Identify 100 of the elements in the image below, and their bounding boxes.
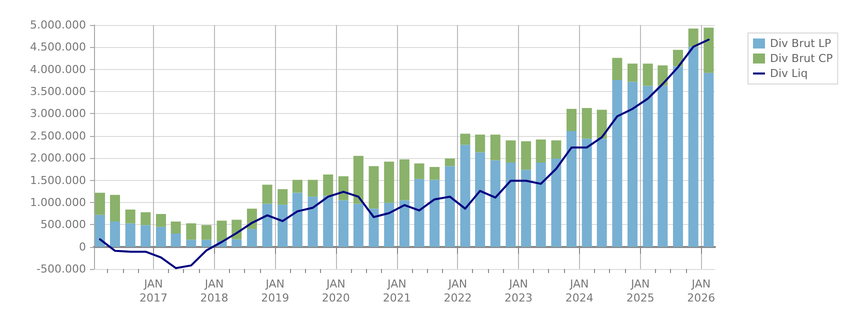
bar: [506, 162, 516, 247]
bar: [612, 58, 622, 80]
bar: [596, 138, 607, 247]
bar: [551, 140, 562, 159]
bar: [170, 222, 181, 234]
y-tick-label: 0: [79, 240, 86, 254]
x-tick-label: JAN 2025: [626, 278, 654, 304]
y-tick-label: 1.000.000: [30, 196, 86, 209]
line-series: [99, 38, 710, 270]
x-tick-label: JAN 2022: [444, 278, 472, 304]
bar: [292, 192, 302, 247]
bar: [704, 72, 714, 247]
bar: [673, 50, 684, 66]
bar: [140, 225, 151, 247]
bar: [308, 196, 318, 247]
y-tick-label: 4.500.000: [30, 40, 86, 54]
bar: [95, 192, 105, 215]
legend-label: Div Brut CP: [770, 52, 834, 65]
bar: [628, 82, 638, 247]
bar: [262, 184, 272, 204]
bar: [384, 202, 394, 247]
bar: [156, 214, 166, 227]
bar: [658, 86, 668, 247]
bar: [658, 65, 668, 86]
bar: [642, 64, 653, 86]
y-tick-label: 2.000.000: [30, 152, 86, 165]
y-tick-label: 3.000.000: [30, 107, 86, 120]
bar: [521, 141, 532, 170]
legend-label: Div Liq: [770, 67, 808, 80]
bar: [125, 210, 136, 224]
bar: [642, 86, 653, 247]
bar: [430, 180, 440, 247]
y-tick-label: 3.500.000: [30, 85, 86, 98]
bar: [292, 180, 302, 193]
bar: [566, 108, 577, 132]
bar: [170, 234, 181, 247]
x-tick-label: JAN 2026: [687, 278, 716, 304]
bar: [475, 152, 486, 247]
bar: [278, 204, 288, 247]
bar: [444, 158, 455, 166]
bar: [232, 239, 242, 247]
bar: [308, 180, 318, 197]
y-tick-label: 1.500.000: [30, 174, 86, 187]
bar: [628, 64, 638, 82]
bar: [201, 240, 212, 247]
bar: [399, 159, 410, 200]
bar: [110, 222, 120, 247]
bar: [414, 163, 424, 179]
bar: [460, 134, 470, 145]
bar: [384, 162, 394, 203]
bar: [110, 194, 120, 222]
bar: [490, 160, 500, 247]
bar: [688, 28, 698, 47]
bar: [338, 200, 348, 247]
bar: [673, 66, 684, 247]
y-tick-label: -500.000: [36, 262, 86, 276]
bar: [551, 158, 562, 247]
bar: [582, 108, 592, 139]
bar: [186, 240, 196, 247]
bar: [323, 196, 334, 247]
x-tick-label: JAN 2018: [200, 278, 228, 304]
bar: [353, 204, 364, 247]
bar: [216, 220, 227, 242]
bar: [704, 28, 714, 73]
bar: [536, 162, 546, 247]
y-tick-label: 500.000: [40, 218, 86, 232]
bar: [323, 174, 334, 196]
bar: [156, 226, 166, 247]
bar: [368, 208, 379, 247]
bar: [430, 166, 440, 180]
bar: [521, 170, 532, 247]
bar: [460, 144, 470, 247]
legend-label: Div Brut LP: [770, 37, 832, 50]
bar: [475, 134, 486, 152]
bar: [140, 212, 151, 226]
bar: [278, 189, 288, 205]
x-tick-label: JAN 2020: [322, 278, 350, 304]
x-tick-label: JAN 2021: [382, 278, 411, 304]
bar: [582, 138, 592, 247]
bar: [536, 139, 546, 163]
bar: [95, 214, 105, 247]
x-tick-label: JAN 2024: [565, 278, 594, 304]
y-tick-label: 4.000.000: [30, 62, 86, 76]
bar: [201, 225, 212, 240]
x-tick-label: JAN 2023: [504, 278, 533, 304]
bar: [490, 134, 500, 160]
bar: [399, 200, 410, 247]
bar: [566, 131, 577, 247]
x-tick-label: JAN 2019: [261, 278, 290, 304]
bar: [596, 110, 607, 139]
bar: [246, 229, 257, 247]
bar: [506, 140, 516, 163]
x-tick-label: JAN 2017: [139, 278, 168, 304]
bar: [262, 204, 272, 247]
bar: [414, 178, 424, 247]
y-tick-label: 2.500.000: [30, 129, 86, 142]
bar: [368, 166, 379, 209]
bar: [353, 156, 364, 204]
bar: [125, 223, 136, 247]
bar: [186, 223, 196, 240]
